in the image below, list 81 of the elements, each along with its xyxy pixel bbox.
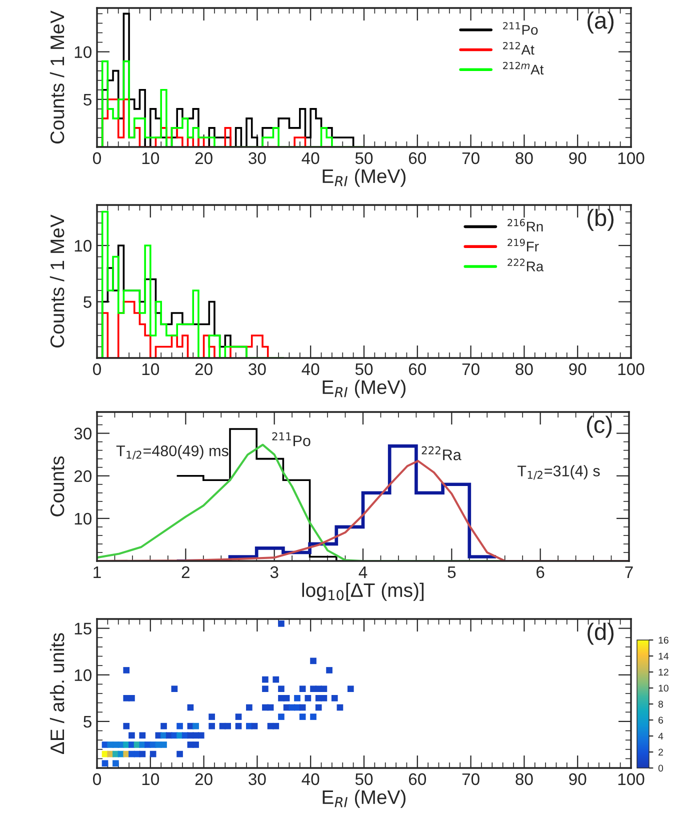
y-tick-label: 20 bbox=[74, 470, 92, 482]
x-tick-label: 6 bbox=[536, 566, 544, 578]
x-tick-label: 4 bbox=[358, 566, 368, 578]
x-tick-label: 100 bbox=[618, 773, 644, 786]
annotation: T$_{1/2}$=31(4) s bbox=[517, 465, 600, 480]
x-tick-label: 40 bbox=[302, 773, 320, 786]
x-axis-title: E$_{RI}$ (MeV) bbox=[322, 168, 406, 187]
x-tick-label: 7 bbox=[625, 566, 633, 578]
x-tick-label: 90 bbox=[569, 363, 586, 376]
x-tick-label: 70 bbox=[462, 773, 480, 786]
x-tick-label: 50 bbox=[355, 773, 373, 786]
annotation: (a) bbox=[588, 11, 614, 34]
x-tick-label: 80 bbox=[516, 152, 533, 164]
annotation: (c) bbox=[586, 416, 612, 438]
y-tick-label: 30 bbox=[74, 428, 92, 440]
x-tick-label: 60 bbox=[408, 363, 426, 376]
x-tick-label: 0 bbox=[93, 363, 101, 376]
y-tick-label: 5 bbox=[84, 296, 92, 308]
color-bar-label: 14 bbox=[658, 652, 669, 660]
x-tick-label: 100 bbox=[618, 152, 644, 164]
color-bar-label: 10 bbox=[658, 684, 668, 692]
x-tick-label: 30 bbox=[248, 773, 266, 786]
x-tick-label: 60 bbox=[408, 152, 426, 164]
x-tick-label: 30 bbox=[248, 363, 266, 376]
color-bar-label: 8 bbox=[658, 700, 664, 708]
x-tick-label: 40 bbox=[302, 363, 320, 376]
x-tick-label: 10 bbox=[142, 152, 160, 164]
x-tick-label: 40 bbox=[302, 152, 320, 164]
x-tick-label: 50 bbox=[355, 152, 373, 164]
x-tick-label: 90 bbox=[569, 152, 586, 164]
y-tick-label: 10 bbox=[74, 512, 92, 525]
color-bar-label: 4 bbox=[658, 732, 664, 740]
x-tick-label: 80 bbox=[516, 363, 533, 376]
color-bar-label: 16 bbox=[658, 636, 668, 644]
x-tick-label: 3 bbox=[270, 566, 278, 578]
annotation: $^{222}$Ra bbox=[422, 446, 462, 460]
y-axis-title: Counts bbox=[50, 456, 64, 516]
x-tick-label: 0 bbox=[93, 773, 101, 786]
y-tick-label: 10 bbox=[74, 669, 92, 682]
annotation: (b) bbox=[588, 208, 614, 231]
x-tick-label: 20 bbox=[195, 152, 212, 164]
y-tick-label: 15 bbox=[74, 622, 92, 635]
annotation: (d) bbox=[588, 622, 614, 645]
legend-label: $^{211}$Po bbox=[503, 22, 538, 35]
legend-label: $^{212m}$At bbox=[503, 62, 544, 75]
y-tick-label: 5 bbox=[84, 94, 92, 106]
x-tick-label: 50 bbox=[355, 363, 373, 376]
x-tick-label: 20 bbox=[195, 363, 212, 376]
x-tick-label: 30 bbox=[248, 152, 266, 164]
y-tick-label: 10 bbox=[74, 240, 92, 252]
x-axis-title: E$_{RI}$ (MeV) bbox=[322, 380, 406, 398]
x-axis-title: log$_{10}$[ΔT (ms)] bbox=[302, 582, 424, 601]
y-tick-label: 10 bbox=[74, 46, 92, 58]
annotation: $^{211}$Po bbox=[272, 432, 310, 446]
x-tick-label: 0 bbox=[93, 152, 101, 164]
x-tick-label: 70 bbox=[462, 152, 480, 164]
y-axis-title: Counts / 1 MeV bbox=[50, 214, 64, 348]
x-tick-label: 10 bbox=[142, 773, 160, 786]
y-axis-title: Counts / 1 MeV bbox=[50, 10, 64, 144]
x-axis-title: E$_{RI}$ (MeV) bbox=[322, 790, 406, 808]
legend-label: $^{219}$Fr bbox=[508, 238, 539, 252]
x-tick-label: 5 bbox=[448, 566, 456, 578]
y-tick-label: 5 bbox=[84, 716, 92, 728]
legend-label: $^{222}$Ra bbox=[508, 258, 544, 272]
x-tick-label: 70 bbox=[462, 363, 480, 376]
y-axis-title: ΔE / arb. units bbox=[50, 633, 64, 754]
x-tick-label: 1 bbox=[94, 566, 101, 578]
x-tick-label: 10 bbox=[142, 363, 160, 376]
legend-label: $^{216}$Rn bbox=[508, 218, 543, 232]
x-tick-label: 60 bbox=[408, 773, 426, 786]
legend-label: $^{212}$At bbox=[503, 42, 534, 55]
x-tick-label: 20 bbox=[195, 773, 212, 786]
color-bar-label: 2 bbox=[658, 748, 663, 756]
color-bar-label: 12 bbox=[658, 668, 668, 676]
annotation: T$_{1/2}$=480(49) ms bbox=[116, 445, 228, 460]
x-tick-label: 90 bbox=[569, 773, 586, 786]
x-tick-label: 2 bbox=[182, 566, 190, 578]
x-tick-label: 80 bbox=[516, 773, 533, 786]
color-bar-label: 6 bbox=[658, 716, 664, 724]
color-bar-label: 0 bbox=[658, 764, 664, 772]
x-tick-label: 100 bbox=[618, 363, 644, 376]
